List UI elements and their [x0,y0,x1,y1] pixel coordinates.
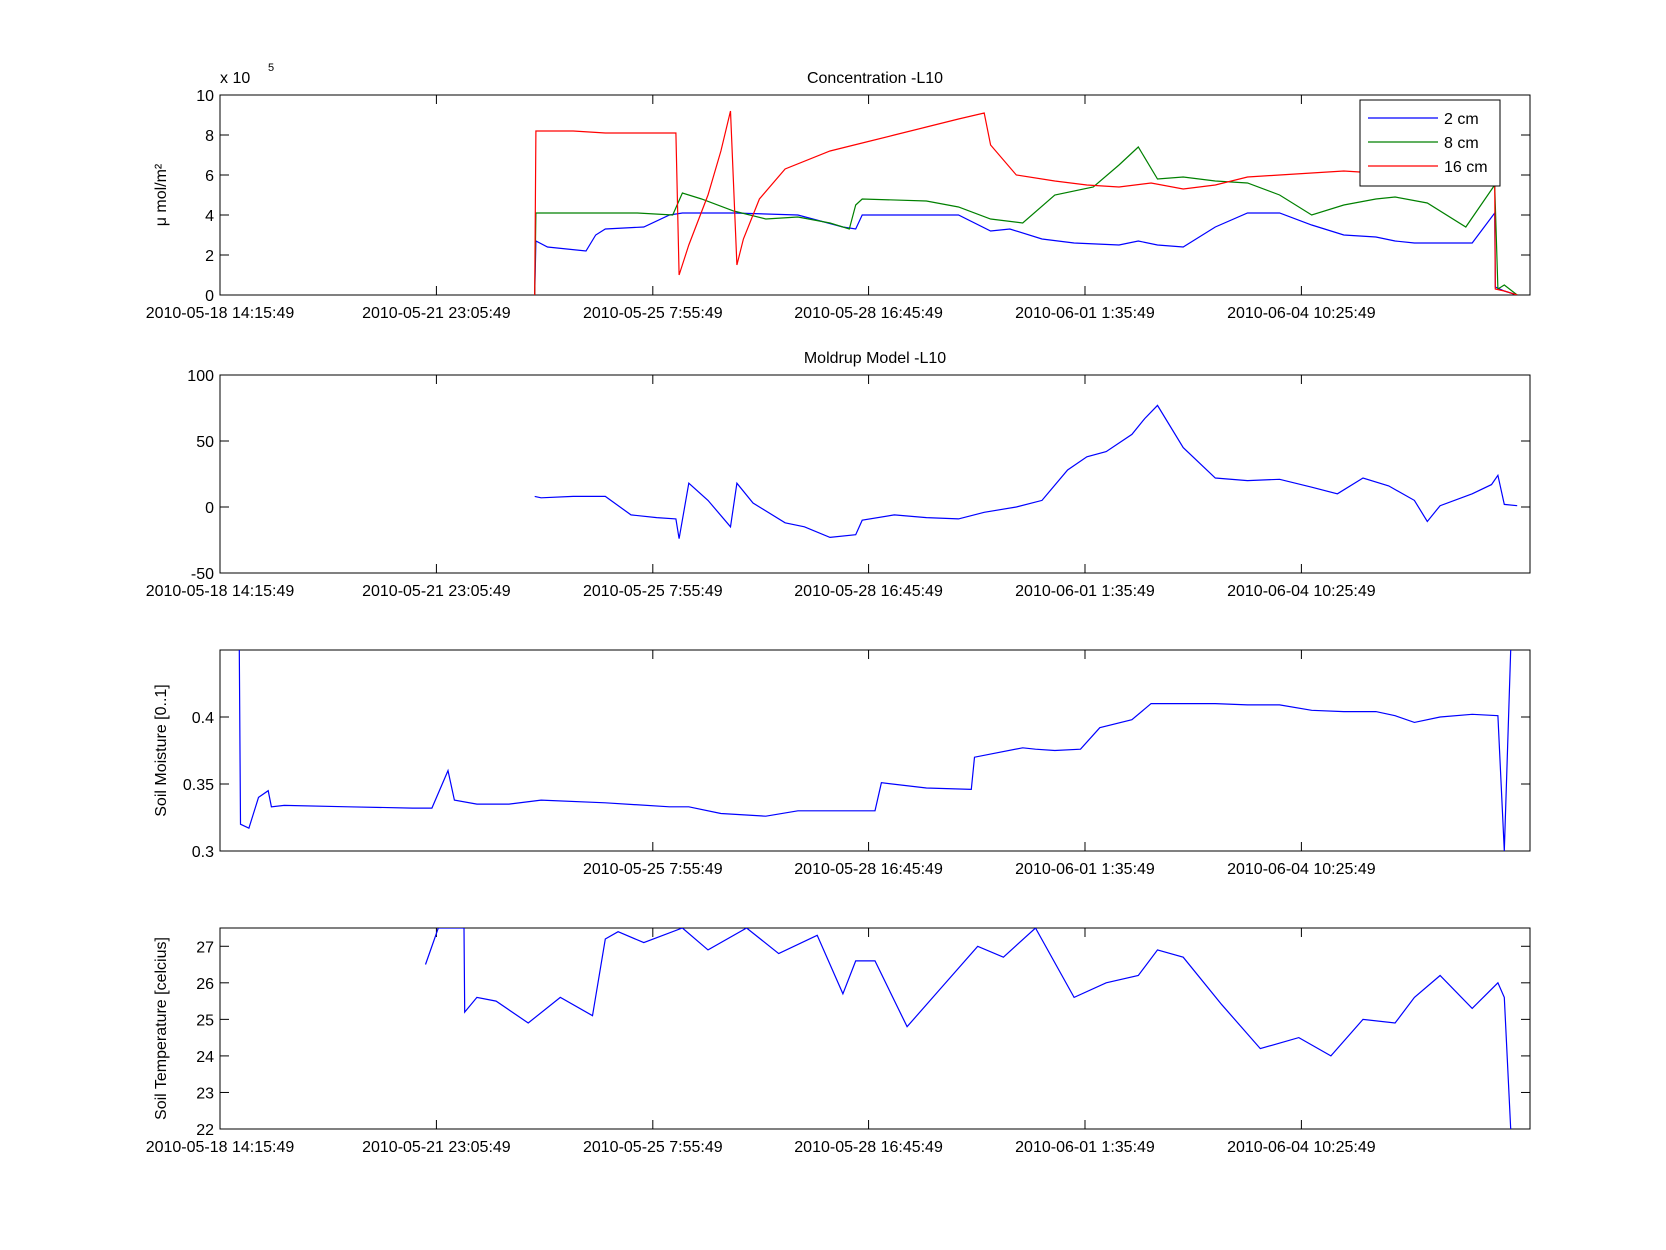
series-line-8-cm [534,146,1518,295]
axes-frame [219,94,1531,296]
legend-label: 8 cm [1444,135,1479,152]
x-tick-label: 2010-05-28 16:45:49 [794,305,943,322]
y-tick-label: 0 [205,500,214,517]
chart-panel-2: -50 0 50 100 2010-05-18 14:15:49 2010-05-21 2… [146,350,1531,600]
y-tick-label: 2 [205,248,214,265]
y-tick-label: 0.4 [192,710,214,727]
x-tick-label: 2010-06-01 1:35:49 [1015,305,1155,322]
axes-frame [219,927,1531,1130]
x-tick-label: 2010-05-18 14:15:49 [146,305,295,322]
y-tick-label: 100 [187,368,214,385]
y-axis-label: Soil Moisture [0..1] [153,684,170,817]
y-tick-label: 23 [196,1085,214,1102]
x-tick-label: 2010-05-18 14:15:49 [146,1139,295,1156]
y-tick-label: 6 [205,168,214,185]
x-tick-label: 2010-05-21 23:05:49 [362,583,511,600]
chart-panel-3: 0.3 0.35 0.4 2010-05-25 7:55:49 2010-05-28 1… [153,649,1531,878]
x-tick-label: 2010-06-04 10:25:49 [1227,861,1376,878]
legend: 2 cm 8 cm 16 cm [1359,99,1501,187]
y-tick-label: 22 [196,1122,214,1139]
y-tick-label: 25 [196,1012,214,1029]
y-tick-label: 8 [205,128,214,145]
chart-panel-4: 22 23 24 25 26 27 2010-05-18 14:15:49 2010-05-2… [146,927,1531,1156]
x-tick-label: 2010-06-01 1:35:49 [1015,583,1155,600]
y-tick-label: 24 [196,1049,214,1066]
x-tick-label: 2010-05-25 7:55:49 [583,1139,723,1156]
legend-label: 2 cm [1444,111,1479,128]
x-tick-label: 2010-05-28 16:45:49 [794,861,943,878]
series-line-1 [238,650,1512,851]
y-tick-label: 0 [205,288,214,305]
y-tick-label: 0.3 [192,844,214,861]
x-tick-label: 2010-06-01 1:35:49 [1015,1139,1155,1156]
y-exponent-label: x 10 [220,70,250,87]
x-tick-label: 2010-06-04 10:25:49 [1227,305,1376,322]
series-line-1 [534,404,1518,539]
x-tick-label: 2010-05-25 7:55:49 [583,861,723,878]
y-tick-label: 26 [196,976,214,993]
x-tick-label: 2010-06-04 10:25:49 [1227,1139,1376,1156]
axes-frame [219,374,1531,574]
y-tick-label: 4 [205,208,214,225]
y-tick-label: 27 [196,939,214,956]
x-tick-label: 2010-05-28 16:45:49 [794,583,943,600]
x-tick-label: 2010-05-21 23:05:49 [362,305,511,322]
y-tick-label: 50 [196,434,214,451]
chart-panel-1: 0 2 4 6 8 10 2010-05-18 14:15:49 2010-05-21 23:… [146,62,1531,322]
x-tick-label: 2010-06-01 1:35:49 [1015,861,1155,878]
y-axis-label: μ mol/m² [153,163,170,226]
series-line-1 [424,928,1512,1129]
y-tick-label: 10 [196,88,214,105]
series-line-2-cm [534,211,1518,295]
x-tick-label: 2010-05-25 7:55:49 [583,583,723,600]
y-tick-label: -50 [191,566,214,583]
x-tick-label: 2010-05-28 16:45:49 [794,1139,943,1156]
y-tick-label: 0.35 [183,777,214,794]
legend-label: 16 cm [1444,159,1488,176]
chart-title: Moldrup Model -L10 [804,350,946,367]
y-exponent-value: 5 [268,62,274,74]
legend-box [1359,99,1501,187]
chart-title: Concentration -L10 [807,70,943,87]
axes-frame [219,649,1531,852]
x-tick-label: 2010-06-04 10:25:49 [1227,583,1376,600]
x-tick-label: 2010-05-21 23:05:49 [362,1139,511,1156]
x-tick-label: 2010-05-18 14:15:49 [146,583,295,600]
y-axis-label: Soil Temperature [celcius] [153,937,170,1120]
x-tick-label: 2010-05-25 7:55:49 [583,305,723,322]
